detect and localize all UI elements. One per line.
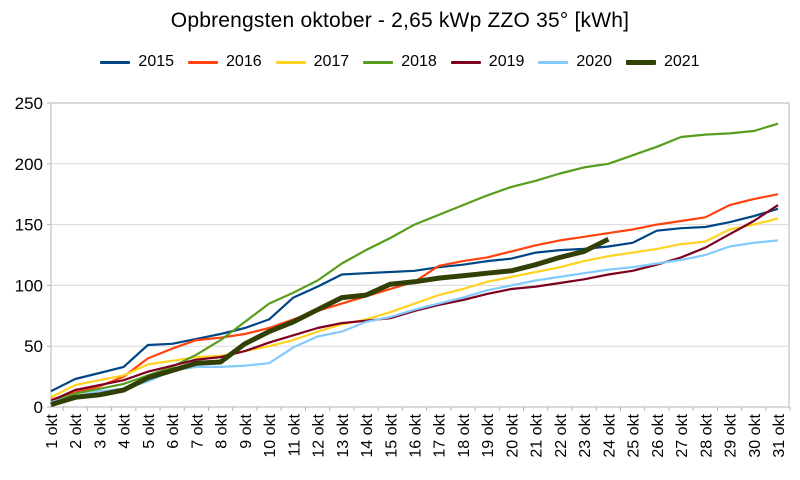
y-tick-label: 150 xyxy=(15,216,43,235)
legend-line-swatch-2018 xyxy=(363,60,394,64)
x-tick-label: 17 okt xyxy=(432,413,449,457)
legend-line-swatch-2015 xyxy=(100,60,131,64)
legend-label: 2015 xyxy=(138,53,175,70)
legend-label: 2020 xyxy=(576,53,612,70)
legend-line-swatch-2017 xyxy=(275,60,306,64)
plot-border xyxy=(50,102,790,408)
legend-item-2017: 2017 xyxy=(275,53,350,70)
legend-line-swatch-2016 xyxy=(188,60,219,64)
series-line-2019 xyxy=(50,204,779,402)
legend-label: 2016 xyxy=(226,53,262,70)
legend-item-2021: 2021 xyxy=(625,53,700,70)
x-tick-label: 16 okt xyxy=(408,413,425,457)
x-tick-label: 26 okt xyxy=(650,413,667,457)
x-tick-label: 24 okt xyxy=(601,413,618,457)
series-line-2015 xyxy=(50,207,779,393)
x-tick-label: 29 okt xyxy=(723,413,740,457)
x-tick-label: 27 okt xyxy=(674,413,691,457)
legend-line-swatch-2019 xyxy=(450,60,481,64)
y-tick-label: 50 xyxy=(24,337,43,356)
legend-line-swatch-2020 xyxy=(538,60,569,64)
x-tick-label: 5 okt xyxy=(141,413,158,448)
chart-title: Opbrengsten oktober - 2,65 kWp ZZO 35° [… xyxy=(170,9,630,32)
x-tick-label: 3 okt xyxy=(92,413,109,448)
x-tick-label: 10 okt xyxy=(262,413,279,457)
series-line-2020 xyxy=(50,239,779,404)
x-tick-label: 13 okt xyxy=(335,413,352,457)
x-tick-label: 28 okt xyxy=(698,413,715,457)
y-tick-label: 100 xyxy=(15,276,43,295)
chart-legend: 2015 2016 2017 2018 2019 2020 2021 xyxy=(0,54,800,70)
x-tick-label: 21 okt xyxy=(529,413,546,457)
series-line-2017 xyxy=(50,217,779,399)
legend-line-swatch-2021 xyxy=(625,59,656,65)
x-tick-label: 4 okt xyxy=(117,413,134,448)
x-tick-label: 1 okt xyxy=(44,413,61,448)
y-tick-label: 250 xyxy=(15,94,43,113)
x-tick-label: 12 okt xyxy=(311,413,328,457)
legend-item-2018: 2018 xyxy=(363,54,437,70)
series-line-2018 xyxy=(50,122,779,404)
legend-label: 2018 xyxy=(401,53,437,70)
x-tick-label: 14 okt xyxy=(359,413,376,457)
x-tick-label: 19 okt xyxy=(480,413,497,457)
x-tick-label: 23 okt xyxy=(577,413,594,457)
x-tick-label: 25 okt xyxy=(626,413,643,457)
x-tick-label: 18 okt xyxy=(456,413,473,457)
x-tick-label: 8 okt xyxy=(214,413,231,448)
legend-item-2015: 2015 xyxy=(100,54,174,70)
y-tick-label: 0 xyxy=(34,398,43,417)
x-tick-label: 9 okt xyxy=(238,413,255,448)
y-tick-label: 200 xyxy=(15,155,43,174)
legend-item-2016: 2016 xyxy=(188,54,262,70)
series-line-2021 xyxy=(50,236,610,407)
x-tick-label: 15 okt xyxy=(383,413,400,457)
x-tick-label: 22 okt xyxy=(553,413,570,457)
x-tick-label: 11 okt xyxy=(286,413,303,456)
legend-item-2020: 2020 xyxy=(538,54,612,70)
x-tick-label: 30 okt xyxy=(747,413,764,457)
x-tick-label: 20 okt xyxy=(504,413,521,457)
legend-label: 2019 xyxy=(488,53,525,70)
x-tick-label: 31 okt xyxy=(771,413,788,457)
x-tick-label: 6 okt xyxy=(165,413,182,448)
x-tick-label: 2 okt xyxy=(68,413,85,448)
legend-item-2019: 2019 xyxy=(450,53,525,70)
legend-label: 2017 xyxy=(313,53,350,70)
x-tick-label: 7 okt xyxy=(189,413,206,448)
legend-label: 2021 xyxy=(663,53,700,70)
